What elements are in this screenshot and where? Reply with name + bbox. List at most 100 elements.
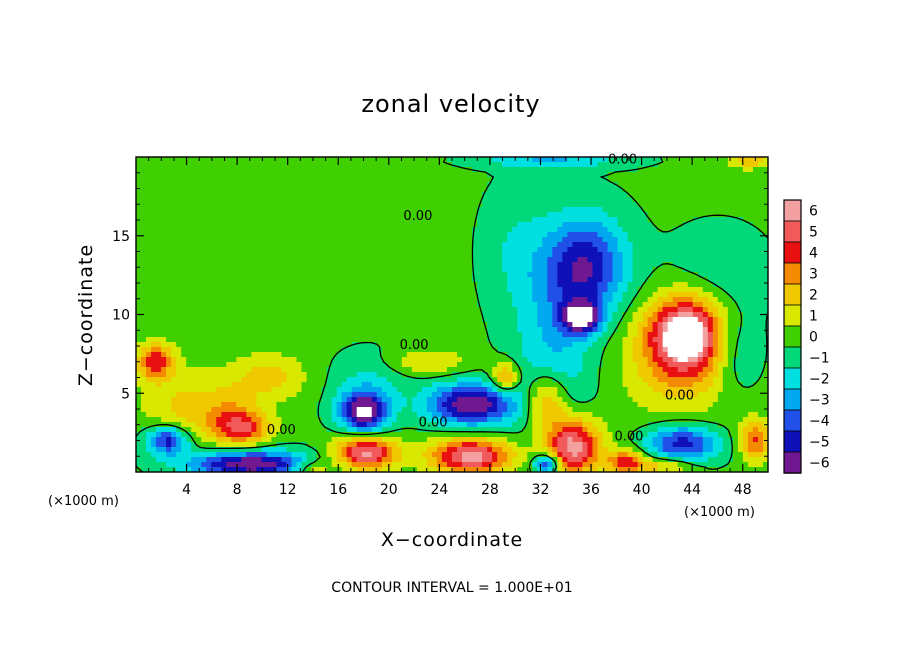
field-cell xyxy=(406,307,413,313)
field-cell xyxy=(256,177,262,183)
field-cell xyxy=(421,237,428,243)
field-cell xyxy=(642,167,649,173)
field-cell xyxy=(366,347,373,353)
field-cell xyxy=(537,277,543,283)
field-cell xyxy=(562,262,568,268)
field-cell xyxy=(727,217,734,223)
field-cell xyxy=(171,312,177,318)
field-cell xyxy=(211,162,217,168)
field-cell xyxy=(712,267,719,273)
field-cell xyxy=(446,267,453,273)
field-cell xyxy=(251,197,257,203)
field-cell xyxy=(231,162,237,168)
field-cell xyxy=(441,167,448,173)
field-cell xyxy=(547,187,553,193)
field-cell xyxy=(381,317,388,323)
field-cell xyxy=(752,237,759,243)
field-cell xyxy=(191,192,197,198)
field-cell xyxy=(717,242,724,248)
field-cell xyxy=(477,192,483,198)
field-cell xyxy=(617,322,624,328)
field-cell xyxy=(386,167,393,173)
field-cell xyxy=(697,327,704,333)
field-cell xyxy=(371,277,378,283)
field-cell xyxy=(261,262,268,268)
field-cell xyxy=(446,202,453,208)
field-cell xyxy=(241,262,247,268)
field-cell xyxy=(757,302,764,308)
field-cell xyxy=(617,177,624,183)
field-cell xyxy=(702,202,709,208)
field-cell xyxy=(241,317,247,323)
field-cell xyxy=(752,302,759,308)
field-cell xyxy=(512,217,518,223)
field-cell xyxy=(381,242,388,248)
field-cell xyxy=(426,332,433,338)
field-cell xyxy=(256,242,262,248)
field-cell xyxy=(522,247,528,253)
field-cell xyxy=(316,287,323,293)
field-cell xyxy=(196,342,202,348)
field-cell xyxy=(171,267,177,273)
field-cell xyxy=(321,282,328,288)
field-cell xyxy=(547,302,553,308)
field-cell xyxy=(642,297,649,303)
field-cell xyxy=(542,342,548,348)
field-cell xyxy=(692,157,699,163)
field-cell xyxy=(572,312,578,318)
field-cell xyxy=(737,252,744,258)
field-cell xyxy=(697,347,704,353)
field-cell xyxy=(517,207,523,213)
field-cell xyxy=(281,182,288,188)
field-cell xyxy=(657,347,664,353)
field-cell xyxy=(642,217,649,223)
field-cell xyxy=(722,342,729,348)
field-cell xyxy=(216,352,222,358)
field-cell xyxy=(632,252,639,258)
field-cell xyxy=(211,292,217,298)
field-cell xyxy=(156,187,162,193)
field-cell xyxy=(637,262,644,268)
field-cell xyxy=(722,332,729,338)
field-cell xyxy=(336,277,343,283)
field-cell xyxy=(662,187,669,193)
field-cell xyxy=(582,317,589,323)
field-cell xyxy=(732,332,739,338)
field-cell xyxy=(452,167,458,173)
field-cell xyxy=(457,347,463,353)
field-cell xyxy=(672,297,679,303)
field-cell xyxy=(657,207,664,213)
field-cell xyxy=(512,317,518,323)
field-cell xyxy=(446,262,453,268)
field-cell xyxy=(416,207,423,213)
field-cell xyxy=(672,172,679,178)
field-cell xyxy=(557,272,563,278)
field-cell xyxy=(517,172,523,178)
field-cell xyxy=(672,302,679,308)
field-cell xyxy=(291,227,298,233)
field-cell xyxy=(687,277,694,283)
field-cell xyxy=(567,227,573,233)
field-cell xyxy=(607,167,614,173)
field-cell xyxy=(532,292,538,298)
field-cell xyxy=(446,177,453,183)
field-cell xyxy=(527,217,533,223)
field-cell xyxy=(311,272,318,278)
field-cell xyxy=(151,212,157,218)
field-cell xyxy=(276,257,283,263)
field-cell xyxy=(211,317,217,323)
field-cell xyxy=(301,302,308,308)
field-cell xyxy=(632,327,639,333)
field-cell xyxy=(712,182,719,188)
field-cell xyxy=(386,217,393,223)
field-cell xyxy=(156,202,162,208)
field-cell xyxy=(221,287,227,293)
field-cell xyxy=(687,237,694,243)
field-cell xyxy=(351,352,358,358)
field-cell xyxy=(647,282,654,288)
field-cell xyxy=(477,222,483,228)
field-cell xyxy=(441,327,448,333)
field-cell xyxy=(406,192,413,198)
field-cell xyxy=(462,282,468,288)
field-cell xyxy=(652,172,659,178)
